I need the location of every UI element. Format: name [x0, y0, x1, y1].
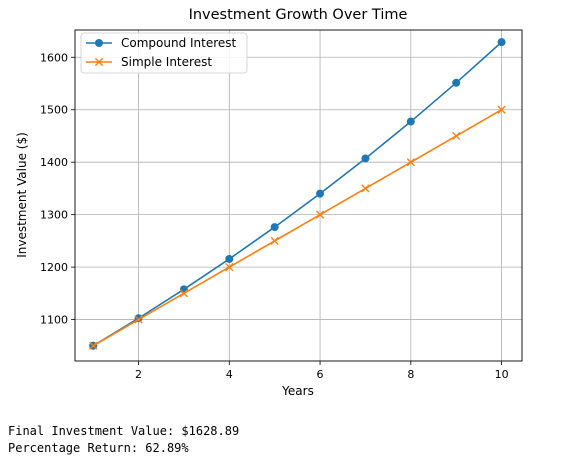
compound-interest-point: [497, 38, 506, 47]
simple-interest-legend-label: Simple Interest: [121, 55, 212, 69]
simple-interest-point: [361, 184, 370, 193]
axis-ticks: 2 4 6 8 10 1100 1200 1300 1400 1500 1600: [40, 51, 509, 381]
y-axis-label: Investment Value ($): [15, 132, 29, 258]
final-value-output: Final Investment Value: $1628.89: [8, 424, 240, 438]
legend-box: [80, 32, 248, 74]
simple-interest-series: [89, 105, 506, 350]
compound-interest-legend-label: Compound Interest: [121, 36, 237, 50]
simple-interest-point: [497, 105, 506, 114]
simple-interest-point: [134, 315, 143, 324]
compound-interest-point: [452, 78, 461, 87]
chart-title: Investment Growth Over Time: [189, 7, 408, 23]
compound-interest-point: [225, 254, 234, 263]
simple-interest-point: [89, 341, 98, 350]
series-lines: [89, 38, 506, 350]
simple-interest-point: [452, 131, 461, 141]
compound-interest-point: [406, 117, 415, 126]
percentage-return-output: Percentage Return: 62.89%: [8, 441, 189, 455]
y-tick-label: 1500: [40, 104, 68, 117]
compound-interest-legend-marker: [95, 39, 103, 47]
y-tick-label: 1600: [40, 51, 68, 64]
x-axis-label: Years: [281, 384, 314, 398]
x-tick-label: 6: [317, 368, 324, 381]
simple-interest-point: [315, 210, 325, 219]
compound-interest-point: [270, 223, 279, 232]
y-tick-label: 1400: [40, 156, 68, 169]
y-tick-label: 1300: [40, 209, 68, 222]
simple-interest-point: [270, 236, 279, 245]
x-tick-label: 2: [135, 368, 142, 381]
y-tick-label: 1200: [40, 261, 68, 274]
x-tick-label: 8: [407, 368, 414, 381]
x-tick-label: 10: [495, 368, 509, 381]
compound-interest-line: [92, 41, 503, 347]
simple-interest-legend-marker: [94, 57, 104, 67]
simple-interest-point: [179, 289, 189, 298]
simple-interest-line: [92, 109, 502, 347]
compound-interest-series: [89, 38, 506, 350]
simple-interest-point: [225, 263, 234, 272]
compound-interest-point: [316, 189, 325, 198]
simple-interest-point: [406, 158, 415, 167]
y-tick-label: 1100: [40, 314, 68, 327]
plot-area-frame: [74, 29, 523, 362]
legend: Compound Interest Simple Interest: [80, 32, 248, 74]
compound-interest-point: [361, 154, 370, 163]
x-tick-label: 4: [226, 368, 233, 381]
